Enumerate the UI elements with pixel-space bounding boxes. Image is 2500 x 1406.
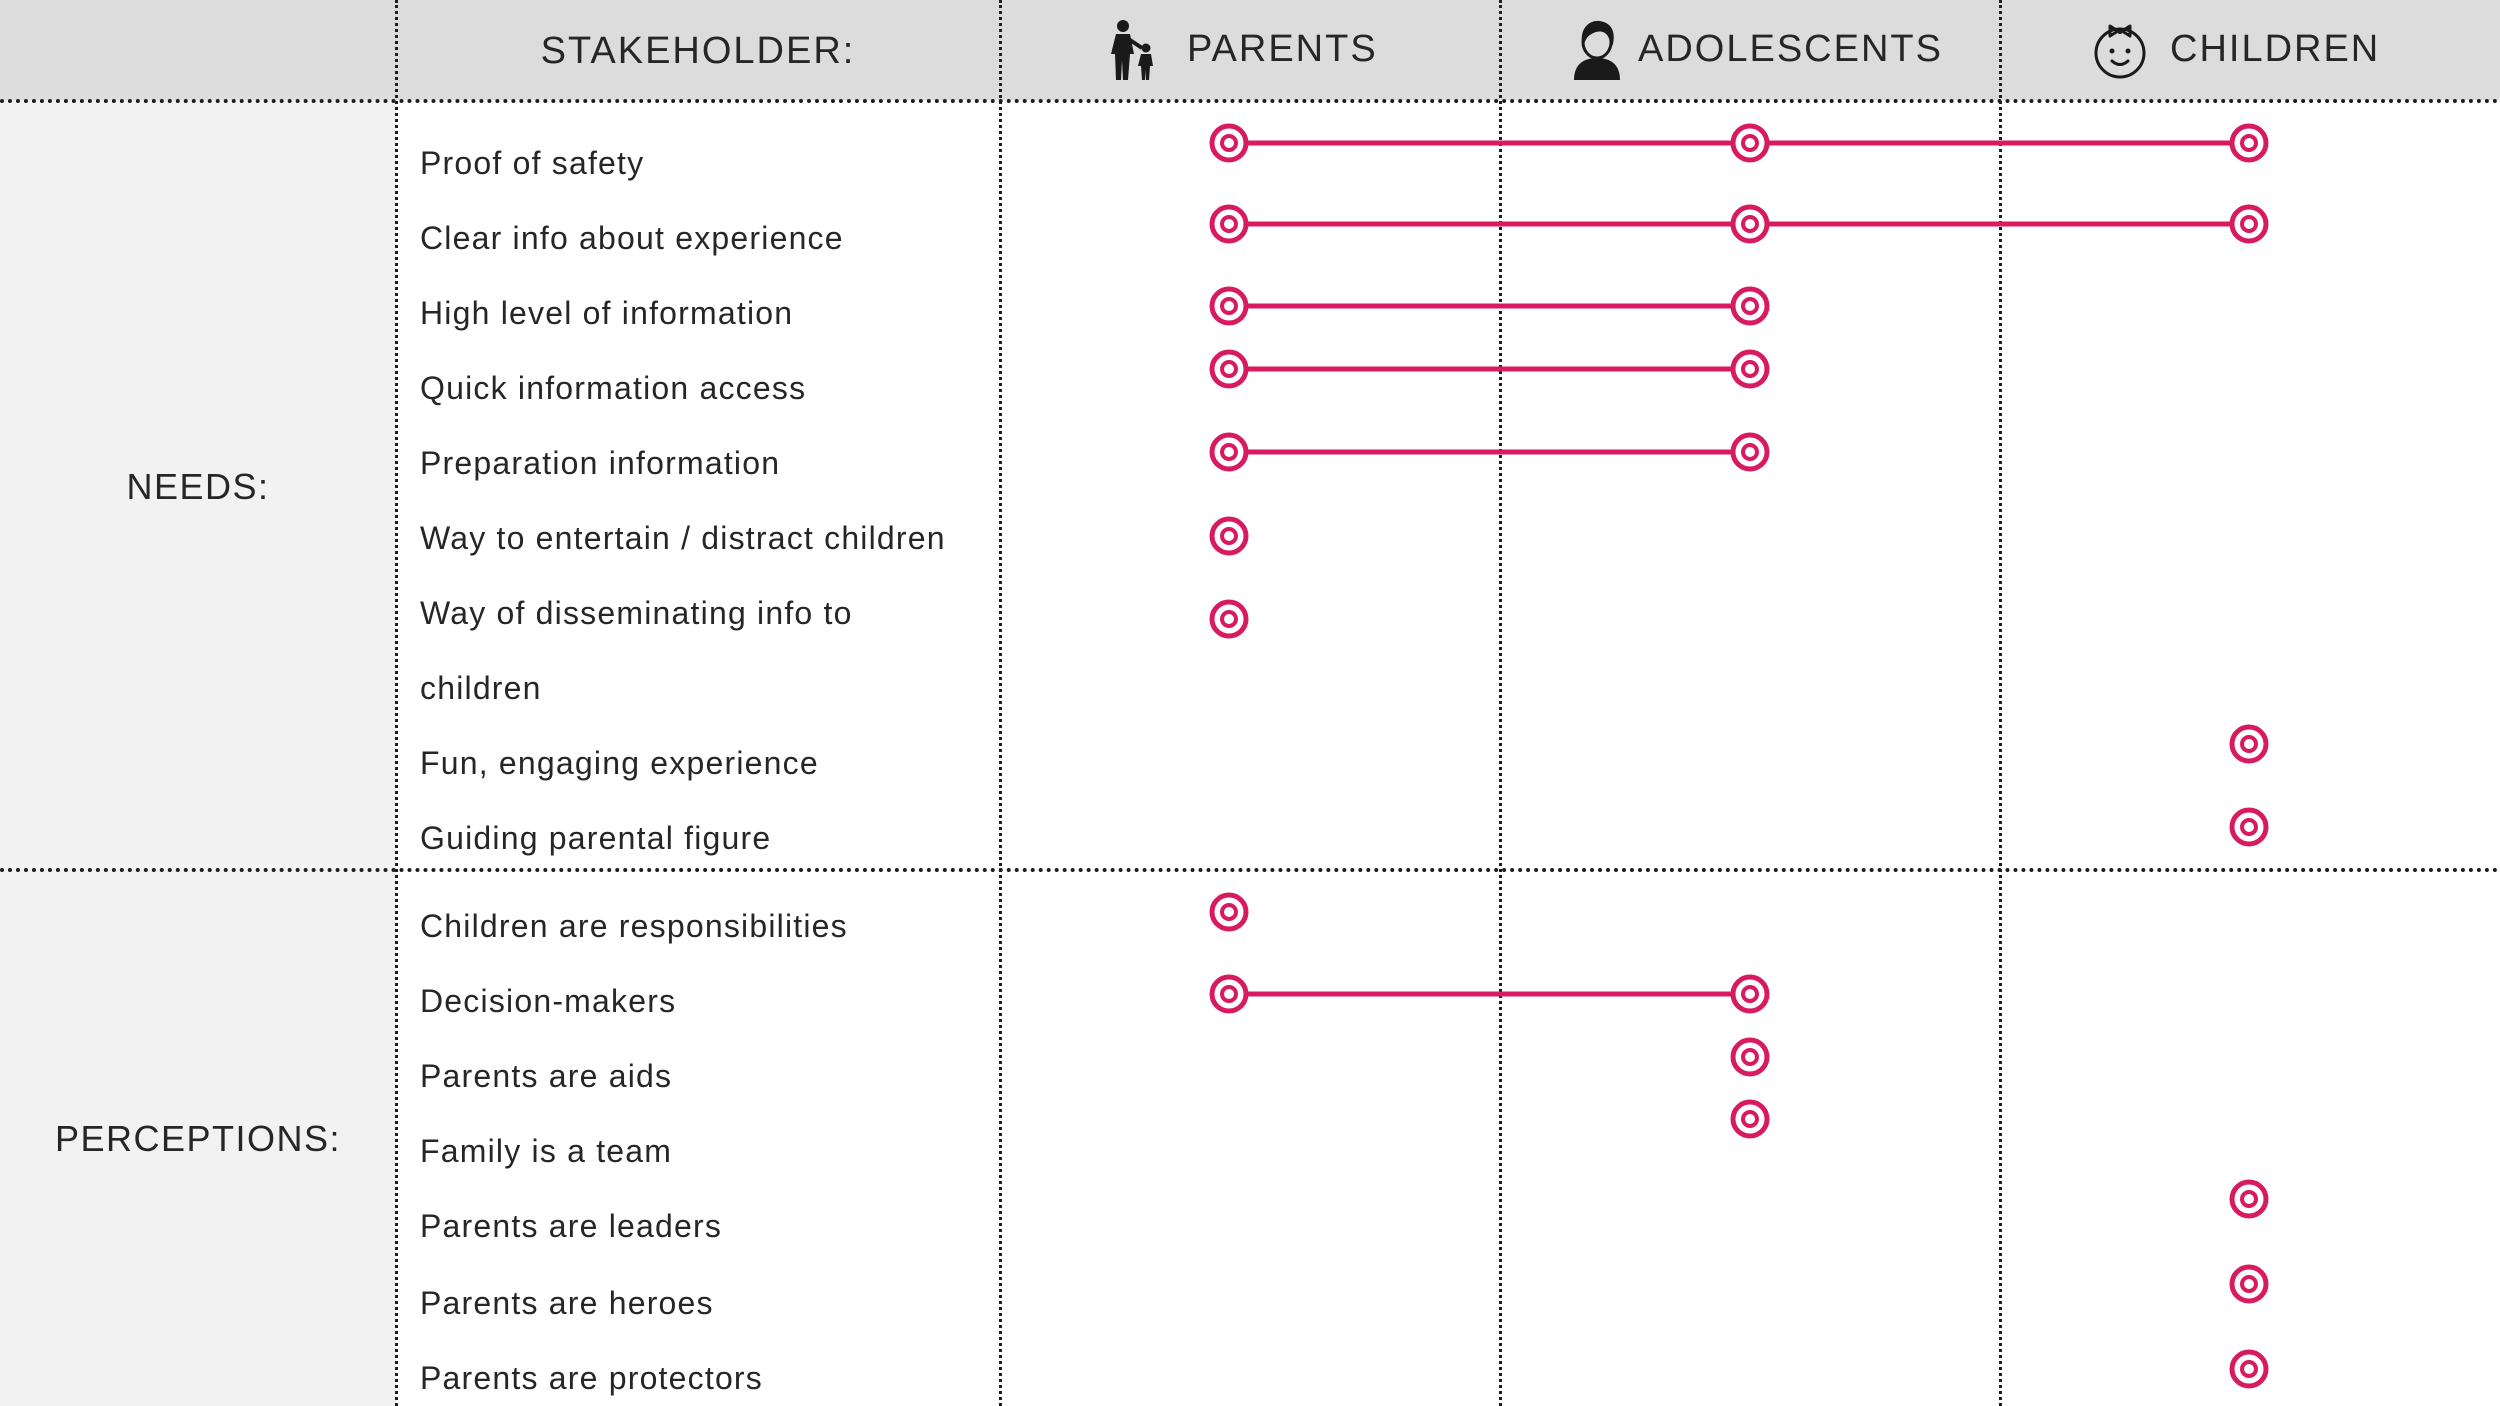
- grid-divider: [395, 0, 398, 1406]
- row-label: Guiding parental figure: [420, 820, 772, 856]
- target-marker-adolescents: [1730, 974, 1770, 1014]
- target-marker-adolescents: [1730, 123, 1770, 163]
- header-divider: [0, 99, 2500, 103]
- header-bar: [0, 0, 2500, 100]
- target-marker-parents: [1209, 599, 1249, 639]
- target-marker-adolescents: [1730, 204, 1770, 244]
- row-label: Parents are aids: [420, 1058, 673, 1094]
- teen-icon: [1574, 20, 1620, 80]
- target-marker-children: [2229, 1349, 2269, 1389]
- row-label: Parents are heroes: [420, 1285, 714, 1321]
- target-marker-children: [2229, 123, 2269, 163]
- row-label: Decision-makers: [420, 983, 677, 1019]
- row-label: Family is a team: [420, 1133, 673, 1169]
- row-label: children: [420, 670, 542, 706]
- target-marker-parents: [1209, 349, 1249, 389]
- row-label: Children are responsibilities: [420, 908, 848, 944]
- section-divider: [0, 868, 2500, 872]
- target-marker-children: [2229, 1264, 2269, 1304]
- target-marker-adolescents: [1730, 432, 1770, 472]
- target-marker-adolescents: [1730, 1037, 1770, 1077]
- grid-divider: [1499, 0, 1502, 1406]
- target-marker-children: [2229, 724, 2269, 764]
- column-header-adolescents: ADOLESCENTS: [1638, 28, 1943, 70]
- group-label-needs: NEEDS:: [126, 466, 270, 507]
- column-header-parents: PARENTS: [1187, 28, 1378, 70]
- row-label: High level of information: [420, 295, 794, 331]
- parent-child-icon: [1111, 20, 1153, 80]
- group-label-perceptions: PERCEPTIONS:: [54, 1118, 342, 1159]
- target-marker-parents: [1209, 892, 1249, 932]
- stakeholder-label: STAKEHOLDER:: [540, 30, 856, 72]
- target-marker-adolescents: [1730, 286, 1770, 326]
- row-label: Parents are protectors: [420, 1360, 763, 1396]
- left-label-band: [0, 100, 396, 1406]
- row-label: Way to entertain / distract children: [420, 520, 946, 556]
- row-label: Parents are leaders: [420, 1208, 723, 1244]
- target-marker-parents: [1209, 204, 1249, 244]
- target-marker-parents: [1209, 516, 1249, 556]
- target-marker-adolescents: [1730, 349, 1770, 389]
- column-header-children: CHILDREN: [2170, 28, 2381, 70]
- target-marker-parents: [1209, 123, 1249, 163]
- target-marker-children: [2229, 204, 2269, 244]
- child-face-icon: [2094, 24, 2146, 79]
- row-label: Proof of safety: [420, 145, 645, 181]
- row-label: Clear info about experience: [420, 220, 844, 256]
- row-label: Quick information access: [420, 370, 807, 406]
- grid-divider: [1999, 0, 2002, 1406]
- row-label: Fun, engaging experience: [420, 745, 819, 781]
- target-marker-parents: [1209, 286, 1249, 326]
- target-marker-children: [2229, 807, 2269, 847]
- grid-divider: [999, 0, 1002, 1406]
- row-label: Preparation information: [420, 445, 781, 481]
- row-label: Way of disseminating info to: [420, 595, 853, 631]
- target-marker-parents: [1209, 974, 1249, 1014]
- target-marker-parents: [1209, 432, 1249, 472]
- target-marker-children: [2229, 1179, 2269, 1219]
- target-marker-adolescents: [1730, 1099, 1770, 1139]
